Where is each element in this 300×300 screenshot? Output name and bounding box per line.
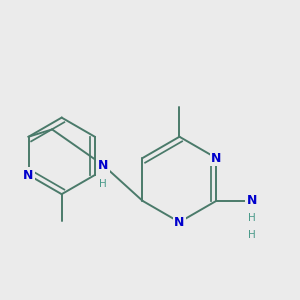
Text: N: N — [98, 159, 108, 172]
Text: N: N — [174, 216, 184, 229]
Text: N: N — [23, 169, 34, 182]
Text: N: N — [211, 152, 222, 165]
Text: H: H — [99, 179, 107, 189]
Text: H: H — [248, 214, 256, 224]
Text: N: N — [247, 194, 257, 207]
Text: H: H — [248, 230, 256, 240]
